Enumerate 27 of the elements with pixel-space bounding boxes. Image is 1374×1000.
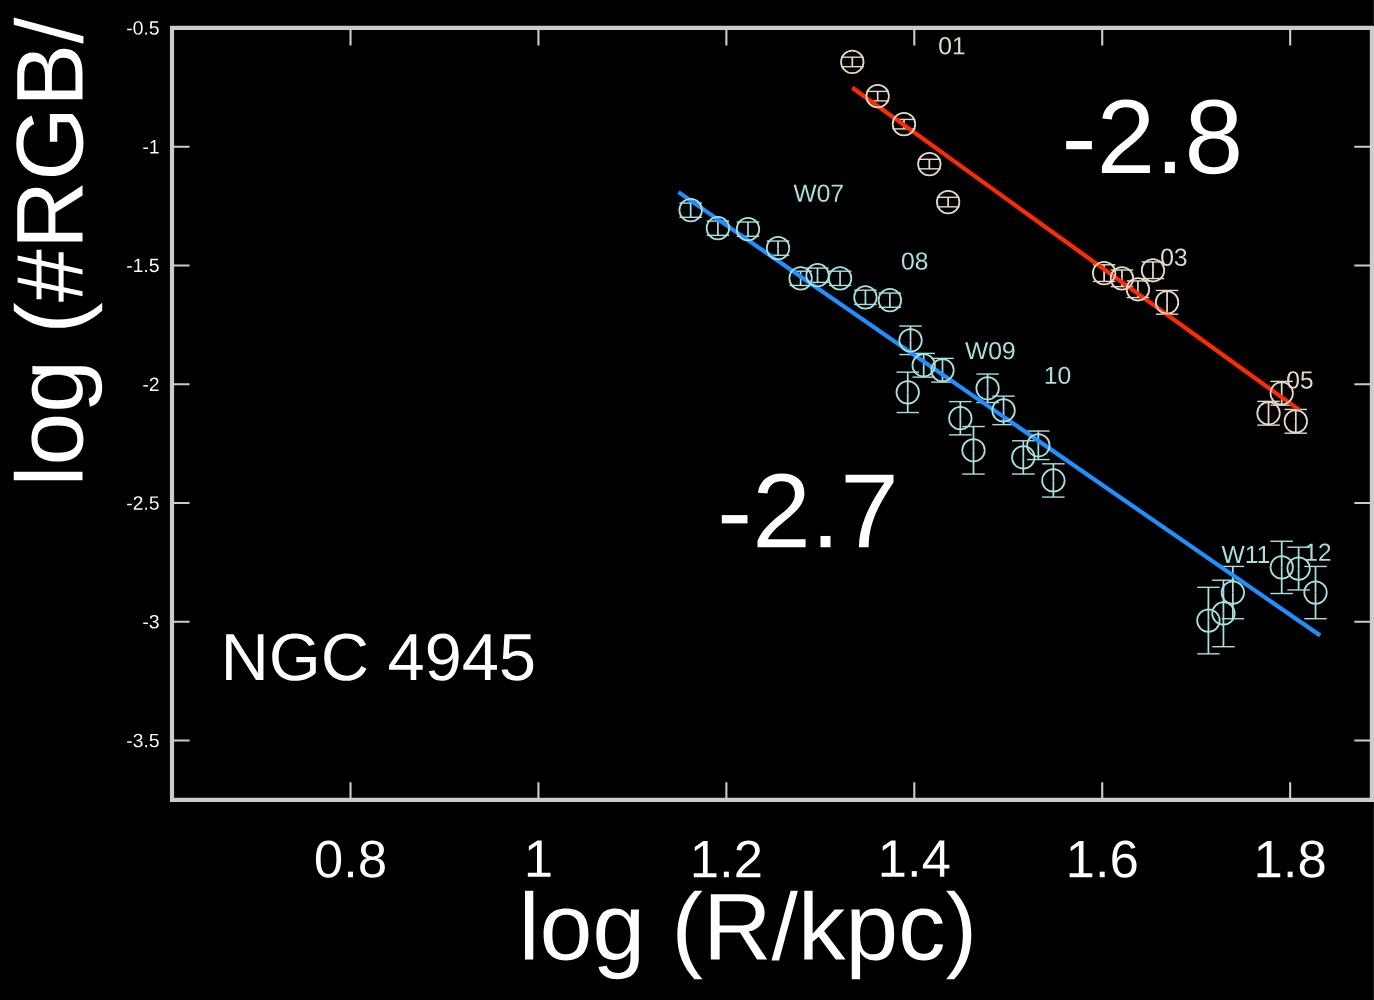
- annotation: W09: [965, 342, 1015, 360]
- y-tick-label: -3: [143, 614, 159, 629]
- y-tick-label: -0.5: [127, 21, 159, 35]
- annotation: 05: [1287, 371, 1313, 389]
- x-tick-label: 1.4: [881, 840, 950, 877]
- x-tick-label: 1.6: [1069, 840, 1137, 878]
- annotation: -2.7: [721, 473, 894, 548]
- x-tick-label: 1.2: [693, 840, 761, 878]
- x-axis-title: log (R/kpc): [524, 890, 972, 980]
- annotation: 03: [1161, 248, 1187, 266]
- annotation: -2.8: [1066, 99, 1239, 175]
- annotation: 10: [1045, 366, 1071, 385]
- y-tick-label: -1.5: [127, 258, 159, 273]
- x-tick-label: 0.8: [315, 840, 385, 878]
- annotation: W07: [793, 184, 843, 202]
- annotation: NGC 4945: [226, 633, 534, 681]
- annotation: 12: [1306, 543, 1331, 561]
- annotation: 08: [902, 252, 928, 270]
- x-tick-label: 1: [527, 840, 551, 877]
- annotation: W11: [1221, 546, 1270, 563]
- annotation: 01: [939, 37, 965, 55]
- y-tick-label: -2: [143, 377, 159, 392]
- y-tick-label: -1: [143, 140, 159, 154]
- x-tick-label: 1.8: [1257, 840, 1325, 878]
- y-tick-label: -2.5: [127, 496, 159, 510]
- y-tick-label: -3.5: [127, 733, 159, 748]
- y-axis-title: log (#RGB/: [13, 17, 103, 481]
